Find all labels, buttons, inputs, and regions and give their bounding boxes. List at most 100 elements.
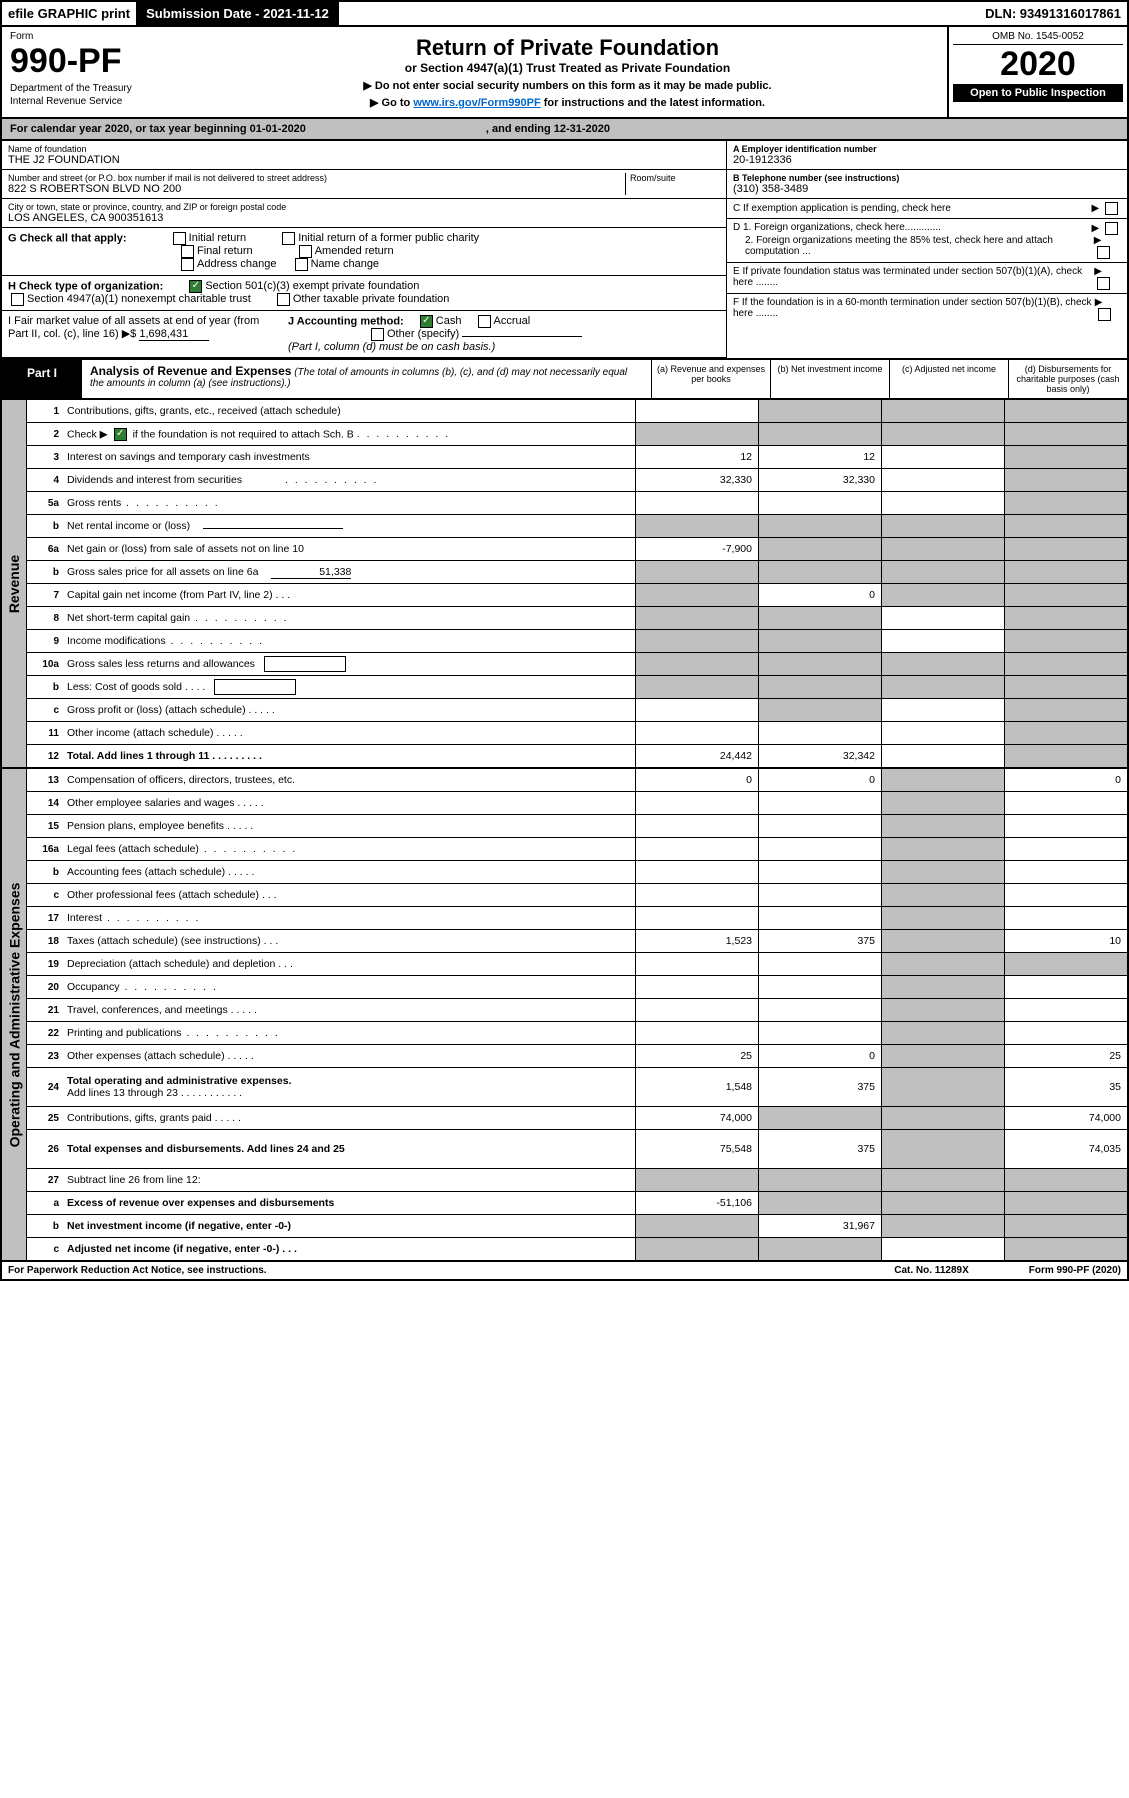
expenses-section: Operating and Administrative Expenses 13… bbox=[0, 769, 1129, 1262]
form-number: 990-PF bbox=[10, 42, 180, 81]
note-pre: ▶ Go to bbox=[370, 97, 413, 109]
line5a: Gross rents bbox=[63, 495, 635, 511]
cal-begin: For calendar year 2020, or tax year begi… bbox=[10, 123, 306, 135]
footer-left: For Paperwork Reduction Act Notice, see … bbox=[8, 1265, 267, 1276]
chk-d1[interactable] bbox=[1105, 222, 1118, 235]
tax-year: 2020 bbox=[953, 45, 1123, 84]
chk-initial[interactable] bbox=[173, 232, 186, 245]
line14: Other employee salaries and wages . . . … bbox=[63, 795, 635, 811]
entity-info: Name of foundation THE J2 FOUNDATION Num… bbox=[0, 141, 1129, 360]
line1: Contributions, gifts, grants, etc., rece… bbox=[63, 403, 635, 419]
h-label: H Check type of organization: bbox=[8, 280, 163, 292]
footer-cat: Cat. No. 11289X bbox=[894, 1265, 968, 1276]
section-g: G Check all that apply: Initial return I… bbox=[2, 228, 726, 276]
expenses-label: Operating and Administrative Expenses bbox=[6, 882, 22, 1147]
b-label: B Telephone number (see instructions) bbox=[733, 173, 899, 183]
form-subtitle: or Section 4947(a)(1) Trust Treated as P… bbox=[196, 61, 939, 75]
line8: Net short-term capital gain bbox=[63, 610, 635, 626]
col-d-head: (d) Disbursements for charitable purpose… bbox=[1008, 360, 1127, 398]
line21: Travel, conferences, and meetings . . . … bbox=[63, 1002, 635, 1018]
line24: Total operating and administrative expen… bbox=[63, 1073, 635, 1101]
line12: Total. Add lines 1 through 11 . . . . . … bbox=[63, 748, 635, 764]
line27b: Net investment income (if negative, ente… bbox=[63, 1218, 635, 1234]
line16b: Accounting fees (attach schedule) . . . … bbox=[63, 864, 635, 880]
line13: Compensation of officers, directors, tru… bbox=[63, 772, 635, 788]
line10a: Gross sales less returns and allowances bbox=[63, 654, 635, 674]
col-b-head: (b) Net investment income bbox=[770, 360, 889, 398]
chk-f[interactable] bbox=[1098, 308, 1111, 321]
line10c: Gross profit or (loss) (attach schedule)… bbox=[63, 702, 635, 718]
section-h: H Check type of organization: Section 50… bbox=[2, 276, 726, 311]
dln: DLN: 93491316017861 bbox=[979, 3, 1127, 24]
line5b: Net rental income or (loss) bbox=[63, 518, 635, 534]
line15: Pension plans, employee benefits . . . .… bbox=[63, 818, 635, 834]
line27c: Adjusted net income (if negative, enter … bbox=[63, 1241, 635, 1257]
omb-number: OMB No. 1545-0052 bbox=[953, 31, 1123, 45]
footer: For Paperwork Reduction Act Notice, see … bbox=[0, 1262, 1129, 1281]
phone: (310) 358-3489 bbox=[733, 183, 1121, 195]
line6b: Gross sales price for all assets on line… bbox=[63, 564, 635, 581]
addr-label: Number and street (or P.O. box number if… bbox=[8, 173, 625, 183]
line22: Printing and publications bbox=[63, 1025, 635, 1041]
chk-c[interactable] bbox=[1105, 202, 1118, 215]
note-post: for instructions and the latest informat… bbox=[541, 97, 765, 109]
chk-name[interactable] bbox=[295, 258, 308, 271]
dept-treasury: Department of the Treasury bbox=[10, 83, 180, 94]
chk-schb[interactable] bbox=[114, 428, 127, 441]
name-label: Name of foundation bbox=[8, 144, 720, 154]
a-label: A Employer identification number bbox=[733, 144, 877, 154]
e-label: E If private foundation status was termi… bbox=[733, 266, 1094, 290]
part1-label: Part I bbox=[2, 360, 82, 398]
d1-label: D 1. Foreign organizations, check here..… bbox=[733, 222, 941, 235]
chk-address[interactable] bbox=[181, 258, 194, 271]
line16a: Legal fees (attach schedule) bbox=[63, 841, 635, 857]
chk-initial-former[interactable] bbox=[282, 232, 295, 245]
line23: Other expenses (attach schedule) . . . .… bbox=[63, 1048, 635, 1064]
top-bar: efile GRAPHIC print Submission Date - 20… bbox=[0, 0, 1129, 27]
street-address: 822 S ROBERTSON BLVD NO 200 bbox=[8, 183, 625, 195]
chk-4947[interactable] bbox=[11, 293, 24, 306]
d2-label: 2. Foreign organizations meeting the 85%… bbox=[745, 235, 1094, 259]
chk-other-taxable[interactable] bbox=[277, 293, 290, 306]
chk-amended[interactable] bbox=[299, 245, 312, 258]
section-i-j: I Fair market value of all assets at end… bbox=[2, 311, 726, 358]
submission-date: Submission Date - 2021-11-12 bbox=[136, 2, 339, 25]
chk-e[interactable] bbox=[1097, 277, 1110, 290]
part1-title: Analysis of Revenue and Expenses bbox=[90, 364, 291, 378]
chk-d2[interactable] bbox=[1097, 246, 1110, 259]
chk-final[interactable] bbox=[181, 245, 194, 258]
footer-form: Form 990-PF (2020) bbox=[1029, 1265, 1121, 1276]
line4: Dividends and interest from securities bbox=[63, 472, 635, 488]
chk-other-method[interactable] bbox=[371, 328, 384, 341]
line26: Total expenses and disbursements. Add li… bbox=[63, 1141, 635, 1157]
fmv-value: 1,698,431 bbox=[139, 328, 209, 341]
irs-link[interactable]: www.irs.gov/Form990PF bbox=[413, 97, 540, 109]
room-label: Room/suite bbox=[630, 173, 720, 183]
line17: Interest bbox=[63, 910, 635, 926]
line6a: Net gain or (loss) from sale of assets n… bbox=[63, 541, 635, 557]
dept-irs: Internal Revenue Service bbox=[10, 96, 180, 107]
j-note: (Part I, column (d) must be on cash basi… bbox=[288, 341, 495, 353]
note-link: ▶ Go to www.irs.gov/Form990PF for instru… bbox=[196, 96, 939, 109]
c-label: C If exemption application is pending, c… bbox=[733, 203, 951, 214]
line7: Capital gain net income (from Part IV, l… bbox=[63, 587, 635, 603]
line27a: Excess of revenue over expenses and disb… bbox=[63, 1195, 635, 1211]
ein: 20-1912336 bbox=[733, 154, 1121, 166]
j-label: J Accounting method: bbox=[288, 315, 404, 327]
line25: Contributions, gifts, grants paid . . . … bbox=[63, 1110, 635, 1126]
open-inspection: Open to Public Inspection bbox=[953, 84, 1123, 102]
city-state-zip: LOS ANGELES, CA 900351613 bbox=[8, 212, 720, 224]
line27: Subtract line 26 from line 12: bbox=[63, 1172, 635, 1188]
chk-501c3[interactable] bbox=[189, 280, 202, 293]
form-header: Form 990-PF Department of the Treasury I… bbox=[0, 27, 1129, 119]
form-title: Return of Private Foundation bbox=[196, 35, 939, 61]
i-label: I Fair market value of all assets at end… bbox=[8, 315, 259, 340]
col-a-head: (a) Revenue and expenses per books bbox=[651, 360, 770, 398]
chk-accrual[interactable] bbox=[478, 315, 491, 328]
chk-cash[interactable] bbox=[420, 315, 433, 328]
city-label: City or town, state or province, country… bbox=[8, 202, 720, 212]
part1-header: Part I Analysis of Revenue and Expenses … bbox=[0, 360, 1129, 400]
revenue-section: Revenue 1Contributions, gifts, grants, e… bbox=[0, 400, 1129, 769]
line10b: Less: Cost of goods sold . . . . bbox=[63, 677, 635, 697]
col-c-head: (c) Adjusted net income bbox=[889, 360, 1008, 398]
